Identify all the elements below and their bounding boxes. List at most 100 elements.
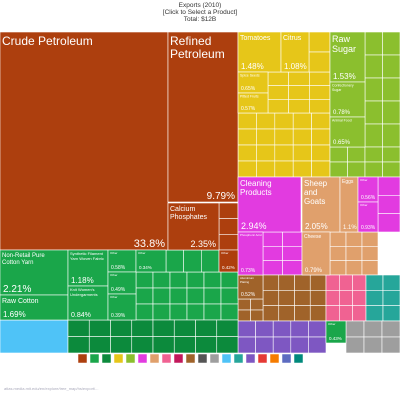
- minor-product-tile[interactable]: [364, 31, 383, 56]
- minor-product-tile[interactable]: [169, 303, 188, 321]
- product-tile[interactable]: [0, 294, 69, 321]
- minor-product-tile[interactable]: [256, 160, 276, 178]
- minor-product-tile[interactable]: [311, 128, 331, 146]
- minor-product-tile[interactable]: [135, 271, 154, 289]
- minor-product-tile[interactable]: [152, 271, 171, 289]
- legend-category-swatch[interactable]: [269, 353, 280, 364]
- minor-product-tile[interactable]: [152, 303, 171, 321]
- legend-category-swatch[interactable]: [209, 353, 220, 364]
- minor-product-tile[interactable]: [288, 71, 310, 86]
- minor-product-tile[interactable]: [382, 274, 400, 291]
- minor-product-tile[interactable]: [88, 319, 111, 337]
- minor-product-tile[interactable]: [67, 319, 90, 337]
- minor-product-tile[interactable]: [294, 274, 311, 291]
- minor-product-tile[interactable]: [292, 112, 312, 130]
- minor-product-tile[interactable]: [292, 160, 312, 178]
- minor-product-tile[interactable]: [290, 336, 309, 354]
- minor-product-tile[interactable]: [329, 146, 348, 163]
- minor-product-tile[interactable]: [309, 274, 327, 291]
- minor-product-tile[interactable]: [135, 303, 154, 321]
- minor-product-tile[interactable]: [311, 112, 331, 130]
- minor-product-tile[interactable]: [274, 144, 294, 162]
- minor-product-tile[interactable]: [308, 320, 327, 338]
- minor-product-tile[interactable]: [382, 305, 400, 322]
- product-tile[interactable]: [325, 320, 347, 344]
- minor-product-tile[interactable]: [0, 319, 69, 354]
- minor-product-tile[interactable]: [173, 336, 196, 354]
- minor-product-tile[interactable]: [361, 260, 379, 276]
- product-tile[interactable]: [301, 231, 331, 276]
- minor-product-tile[interactable]: [67, 336, 90, 354]
- minor-product-tile[interactable]: [88, 336, 111, 354]
- source-url[interactable]: atlas.media.mit.edu/en/explore/tree_map/…: [4, 386, 99, 391]
- minor-product-tile[interactable]: [308, 336, 327, 354]
- product-tile[interactable]: [329, 81, 366, 118]
- minor-product-tile[interactable]: [278, 305, 295, 322]
- product-tile[interactable]: [0, 31, 169, 251]
- minor-product-tile[interactable]: [152, 336, 175, 354]
- legend-category-swatch[interactable]: [173, 353, 184, 364]
- minor-product-tile[interactable]: [256, 128, 276, 146]
- minor-product-tile[interactable]: [325, 290, 340, 306]
- legend-category-swatch[interactable]: [233, 353, 244, 364]
- minor-product-tile[interactable]: [272, 336, 292, 354]
- minor-product-tile[interactable]: [347, 146, 366, 163]
- legend-category-swatch[interactable]: [125, 353, 136, 364]
- minor-product-tile[interactable]: [282, 231, 303, 247]
- minor-product-tile[interactable]: [347, 161, 366, 178]
- minor-product-tile[interactable]: [282, 246, 303, 261]
- minor-product-tile[interactable]: [352, 305, 367, 322]
- product-tile[interactable]: [280, 31, 310, 73]
- minor-product-tile[interactable]: [169, 271, 188, 289]
- legend-category-swatch[interactable]: [245, 353, 256, 364]
- product-tile[interactable]: [167, 202, 220, 251]
- minor-product-tile[interactable]: [364, 100, 383, 125]
- product-tile[interactable]: [357, 201, 379, 233]
- product-tile[interactable]: [237, 176, 302, 233]
- minor-product-tile[interactable]: [173, 319, 196, 337]
- minor-product-tile[interactable]: [382, 146, 400, 163]
- minor-product-tile[interactable]: [169, 287, 188, 305]
- minor-product-tile[interactable]: [377, 176, 400, 196]
- minor-product-tile[interactable]: [274, 160, 294, 178]
- minor-product-tile[interactable]: [135, 287, 154, 305]
- minor-product-tile[interactable]: [262, 246, 283, 261]
- minor-product-tile[interactable]: [311, 160, 331, 178]
- legend-category-swatch[interactable]: [281, 353, 292, 364]
- minor-product-tile[interactable]: [294, 305, 311, 322]
- minor-product-tile[interactable]: [309, 290, 327, 306]
- minor-product-tile[interactable]: [165, 249, 184, 273]
- minor-product-tile[interactable]: [203, 271, 222, 289]
- minor-product-tile[interactable]: [339, 290, 353, 306]
- minor-product-tile[interactable]: [267, 99, 289, 114]
- minor-product-tile[interactable]: [339, 305, 353, 322]
- minor-product-tile[interactable]: [364, 161, 383, 178]
- minor-product-tile[interactable]: [237, 336, 256, 354]
- legend-category-swatch[interactable]: [149, 353, 160, 364]
- minor-product-tile[interactable]: [325, 274, 340, 291]
- minor-product-tile[interactable]: [309, 71, 331, 86]
- minor-product-tile[interactable]: [218, 202, 239, 219]
- product-tile[interactable]: [218, 249, 239, 273]
- legend-category-swatch[interactable]: [77, 353, 88, 364]
- minor-product-tile[interactable]: [363, 336, 383, 354]
- minor-product-tile[interactable]: [377, 213, 400, 233]
- minor-product-tile[interactable]: [364, 54, 383, 79]
- minor-product-tile[interactable]: [382, 290, 400, 306]
- minor-product-tile[interactable]: [256, 112, 276, 130]
- minor-product-tile[interactable]: [381, 320, 400, 338]
- chart-subtitle[interactable]: [Click to Select a Product]: [162, 9, 238, 16]
- minor-product-tile[interactable]: [262, 260, 283, 276]
- minor-product-tile[interactable]: [382, 77, 400, 102]
- minor-product-tile[interactable]: [131, 319, 154, 337]
- legend-category-swatch[interactable]: [221, 353, 232, 364]
- minor-product-tile[interactable]: [364, 77, 383, 102]
- minor-product-tile[interactable]: [345, 320, 365, 338]
- minor-product-tile[interactable]: [308, 31, 331, 53]
- minor-product-tile[interactable]: [364, 123, 383, 148]
- minor-product-tile[interactable]: [216, 336, 239, 354]
- minor-product-tile[interactable]: [201, 249, 220, 273]
- minor-product-tile[interactable]: [262, 274, 280, 291]
- minor-product-tile[interactable]: [152, 319, 175, 337]
- minor-product-tile[interactable]: [218, 234, 239, 251]
